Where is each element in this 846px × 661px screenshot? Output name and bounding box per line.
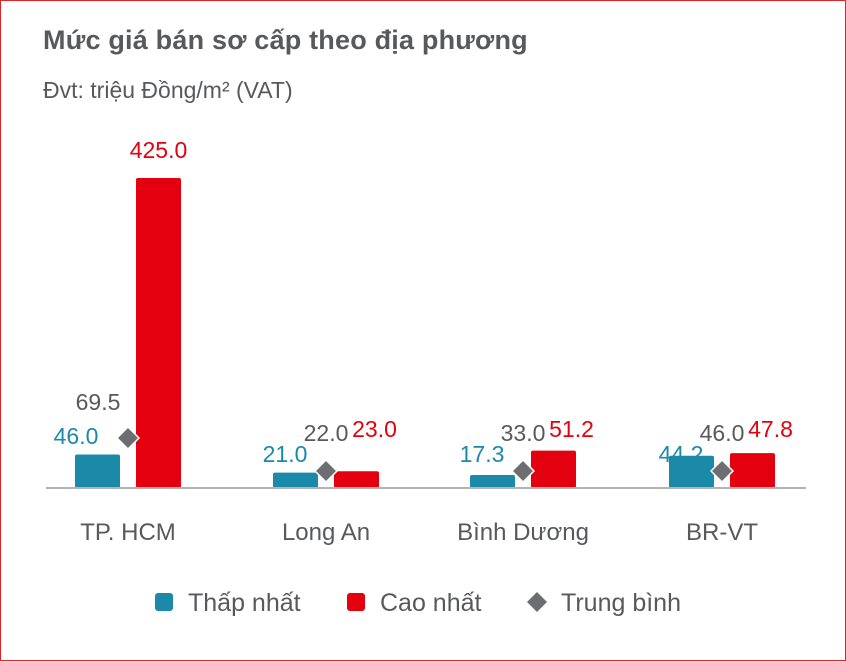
bar-high — [531, 450, 576, 488]
avg-marker — [510, 458, 536, 484]
legend: Thấp nhất Cao nhất Trung bình — [155, 589, 681, 617]
data-label-high: 23.0 — [352, 416, 397, 442]
category-label: TP. HCM — [80, 519, 176, 546]
bar-low — [669, 455, 714, 488]
bar-high — [136, 178, 181, 488]
legend-label: Cao nhất — [380, 589, 482, 617]
bars-layer — [75, 178, 775, 488]
data-label-avg: 33.0 — [501, 420, 546, 446]
data-label-low: 17.3 — [460, 441, 505, 467]
legend-swatch — [347, 593, 365, 611]
data-labels-layer: 46.0 69.5 425.0 21.022.0 23.0 17.333.0 51.2 44.… — [54, 137, 793, 467]
category-label: Bình Dương — [457, 519, 589, 546]
legend-swatch — [527, 592, 547, 612]
legend-label: Trung bình — [561, 589, 681, 617]
bar-low — [75, 454, 120, 488]
bar-high — [334, 471, 379, 488]
avg-marker — [313, 458, 339, 484]
data-label-avg: 69.5 — [76, 389, 121, 415]
category-label: BR-VT — [686, 519, 758, 546]
avg-marker — [115, 425, 141, 451]
bar-low — [273, 472, 318, 488]
data-label-avg: 46.0 — [700, 420, 745, 446]
data-label-avg: 22.0 — [304, 420, 349, 446]
markers-layer — [115, 425, 735, 484]
data-label-low: 44.2 — [659, 441, 704, 467]
chart-title: Mức giá bán sơ cấp theo địa phương — [43, 25, 528, 55]
data-label-high: 47.8 — [748, 416, 793, 442]
category-label: Long An — [282, 519, 370, 546]
data-label-high: 51.2 — [549, 416, 594, 442]
avg-marker — [709, 458, 735, 484]
chart-subtitle: Đvt: triệu Đồng/m² (VAT) — [43, 77, 293, 103]
data-label-low: 46.0 — [54, 423, 99, 449]
legend-label: Thấp nhất — [188, 589, 301, 617]
bar-high — [730, 453, 775, 488]
data-label-low: 21.0 — [263, 441, 308, 467]
legend-swatch — [155, 593, 173, 611]
data-label-high: 425.0 — [130, 137, 188, 163]
category-labels-layer: TP. HCM Long An Bình Dương BR-VT — [80, 519, 758, 546]
bar-low — [470, 475, 515, 488]
